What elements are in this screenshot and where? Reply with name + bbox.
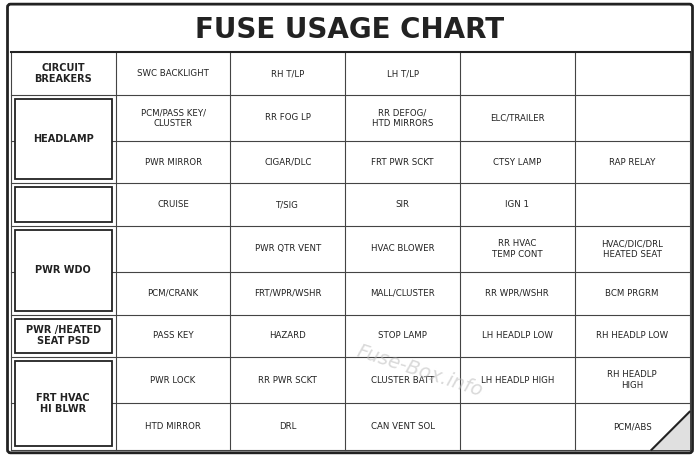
Text: RR PWR SCKT: RR PWR SCKT (258, 376, 317, 385)
Text: CTSY LAMP: CTSY LAMP (494, 158, 542, 167)
Text: RH HEADLP LOW: RH HEADLP LOW (596, 331, 668, 340)
Text: PWR QTR VENT: PWR QTR VENT (255, 245, 321, 254)
Text: RR DEFOG/
HTD MIRRORS: RR DEFOG/ HTD MIRRORS (372, 108, 433, 128)
Bar (15, 99, 112, 179)
Text: RAP RELAY: RAP RELAY (609, 158, 655, 167)
Text: PWR LOCK: PWR LOCK (150, 376, 196, 385)
Text: CLUSTER BATT: CLUSTER BATT (371, 376, 434, 385)
Text: PWR /HEATED
SEAT PSD: PWR /HEATED SEAT PSD (26, 325, 101, 347)
Text: T/SIG: T/SIG (276, 200, 300, 209)
Text: IGN 1: IGN 1 (505, 200, 529, 209)
Text: FUSE USAGE CHART: FUSE USAGE CHART (195, 16, 505, 44)
Text: PCM/PASS KEY/
CLUSTER: PCM/PASS KEY/ CLUSTER (141, 108, 206, 128)
Text: PWR WDO: PWR WDO (35, 265, 91, 275)
Text: RH HEADLP
HIGH: RH HEADLP HIGH (608, 370, 657, 390)
Text: LH HEADLP HIGH: LH HEADLP HIGH (481, 376, 554, 385)
Text: BCM PRGRM: BCM PRGRM (606, 289, 659, 298)
Text: STOP LAMP: STOP LAMP (378, 331, 427, 340)
Bar (15, 318, 112, 353)
Text: RR FOG LP: RR FOG LP (265, 113, 311, 122)
Text: PCM/ABS: PCM/ABS (612, 422, 652, 431)
Text: Fuse-Box.info: Fuse-Box.info (354, 342, 486, 401)
Text: CIGAR/DLC: CIGAR/DLC (264, 158, 312, 167)
Text: HEADLAMP: HEADLAMP (33, 134, 94, 144)
Text: SWC BACKLIGHT: SWC BACKLIGHT (137, 69, 209, 78)
Text: CIRCUIT
BREAKERS: CIRCUIT BREAKERS (34, 63, 92, 84)
Text: FRT PWR SCKT: FRT PWR SCKT (372, 158, 434, 167)
Text: CAN VENT SOL: CAN VENT SOL (370, 422, 435, 431)
FancyBboxPatch shape (8, 4, 692, 453)
Text: CRUISE: CRUISE (158, 200, 189, 209)
Text: RH T/LP: RH T/LP (271, 69, 304, 78)
Text: SIR: SIR (395, 200, 409, 209)
Text: ELC/TRAILER: ELC/TRAILER (490, 113, 545, 122)
Text: LH T/LP: LH T/LP (386, 69, 419, 78)
Text: PWR MIRROR: PWR MIRROR (145, 158, 202, 167)
Text: DRL: DRL (279, 422, 297, 431)
Text: FRT HVAC
HI BLWR: FRT HVAC HI BLWR (36, 393, 90, 414)
Polygon shape (652, 412, 690, 450)
Text: PCM/CRANK: PCM/CRANK (148, 289, 199, 298)
Bar (15, 188, 112, 222)
Text: RR HVAC
TEMP CONT: RR HVAC TEMP CONT (492, 239, 542, 258)
Text: RR WPR/WSHR: RR WPR/WSHR (486, 289, 550, 298)
Text: MALL/CLUSTER: MALL/CLUSTER (370, 289, 435, 298)
Text: FRT/WPR/WSHR: FRT/WPR/WSHR (254, 289, 321, 298)
Text: HVAC/DIC/DRL
HEATED SEAT: HVAC/DIC/DRL HEATED SEAT (601, 239, 663, 258)
Text: LH HEADLP LOW: LH HEADLP LOW (482, 331, 553, 340)
Bar (10, 7, 690, 52)
Text: HAZARD: HAZARD (270, 331, 306, 340)
Text: HTD MIRROR: HTD MIRROR (145, 422, 201, 431)
Text: HVAC BLOWER: HVAC BLOWER (371, 245, 435, 254)
Bar (15, 361, 112, 446)
Bar (15, 230, 112, 310)
Text: PASS KEY: PASS KEY (153, 331, 193, 340)
